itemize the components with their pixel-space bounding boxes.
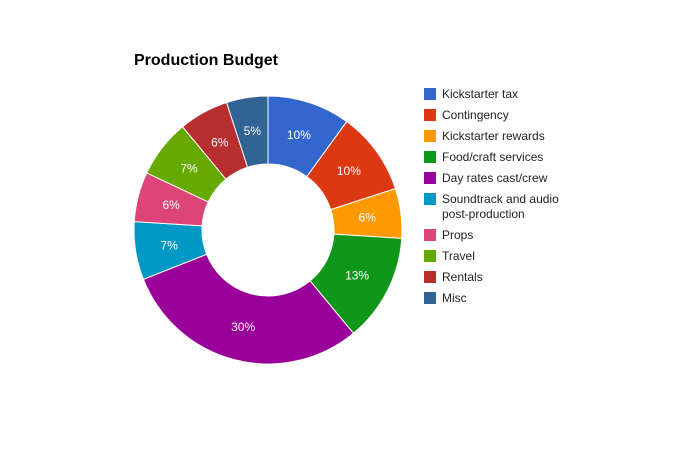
slice-day-rates-cast-crew[interactable]: [142, 253, 355, 365]
legend-label: Kickstarter tax: [442, 87, 518, 101]
legend-label: Misc: [442, 291, 467, 305]
legend-swatch: [424, 193, 436, 205]
legend-label: Food/craft services: [442, 150, 543, 164]
slice-misc[interactable]: [225, 95, 269, 168]
slice-label-travel: 7%: [180, 162, 198, 176]
legend-swatch: [424, 172, 436, 184]
slice-label-food-craft-services: 13%: [345, 268, 369, 282]
slice-label-kickstarter-rewards: 6%: [359, 210, 377, 224]
slice-label-day-rates-cast-crew: 30%: [231, 320, 255, 334]
legend-item-contingency[interactable]: Contingency: [424, 108, 509, 122]
slice-labels: 10% 10% 6% 13% 30% 7% 6% 7% 6% 5%: [161, 124, 377, 334]
legend-swatch: [424, 88, 436, 100]
slice-label-misc: 5%: [244, 124, 262, 138]
slice-label-contingency: 10%: [337, 164, 361, 178]
legend-label: Kickstarter rewards: [442, 129, 545, 143]
chart-title: Production Budget: [134, 52, 279, 69]
legend-item-day-rates-cast-crew[interactable]: Day rates cast/crew: [424, 171, 548, 185]
legend-label: Contingency: [442, 108, 509, 122]
legend-label: Props: [442, 228, 473, 242]
legend-label: post-production: [442, 207, 525, 221]
legend-swatch: [424, 271, 436, 283]
legend-item-kickstarter-rewards[interactable]: Kickstarter rewards: [424, 129, 545, 143]
legend-swatch: [424, 130, 436, 142]
legend-swatch: [424, 109, 436, 121]
legend-item-props[interactable]: Props: [424, 228, 473, 242]
legend-label: Travel: [442, 249, 475, 263]
legend-item-rentals[interactable]: Rentals: [424, 270, 483, 284]
legend-swatch: [424, 292, 436, 304]
slice-label-kickstarter-tax: 10%: [287, 128, 311, 142]
legend: Kickstarter tax Contingency Kickstarter re…: [424, 87, 559, 305]
legend-swatch: [424, 229, 436, 241]
slice-label-rentals: 6%: [211, 135, 229, 149]
legend-label: Day rates cast/crew: [442, 171, 548, 185]
legend-item-travel[interactable]: Travel: [424, 249, 475, 263]
legend-label: Rentals: [442, 270, 483, 284]
legend-swatch: [424, 250, 436, 262]
legend-item-misc[interactable]: Misc: [424, 291, 467, 305]
legend-item-kickstarter-tax[interactable]: Kickstarter tax: [424, 87, 518, 101]
legend-item-food-craft-services[interactable]: Food/craft services: [424, 150, 543, 164]
slice-label-soundtrack-and-audio-post-production: 7%: [161, 239, 179, 253]
legend-label: Soundtrack and audio: [442, 192, 559, 206]
slice-label-props: 6%: [162, 198, 180, 212]
donut-slices: [133, 95, 403, 365]
legend-swatch: [424, 151, 436, 163]
